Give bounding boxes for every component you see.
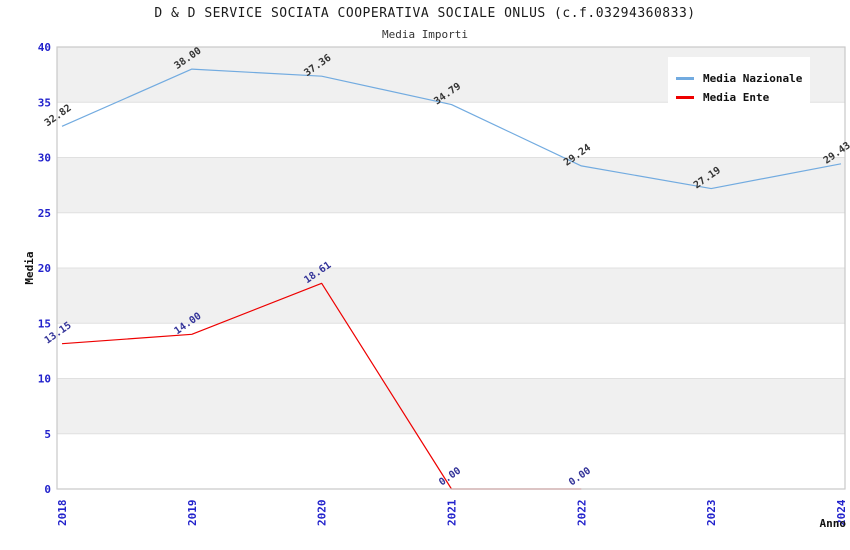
x-tick-label: 2022 [575,500,588,527]
chart-subtitle: Media Importi [381,28,469,41]
plot-band [57,378,845,434]
x-axis-title: Anno [820,517,847,530]
y-tick-label: 25 [38,207,51,220]
y-axis-title: Media [23,251,36,284]
plot-border [56,46,846,490]
x-tick-label: 2018 [56,500,69,527]
data-label: 0.00 [437,465,463,488]
x-tick-label: 2021 [446,499,459,526]
y-tick-label: 40 [38,41,51,54]
legend: Media Nazionale Media Ente [668,57,810,118]
y-tick-label: 15 [38,317,51,330]
y-tick-label: 20 [38,262,51,275]
y-tick-label: 30 [38,152,51,165]
plot-band [57,157,845,213]
y-tick-label: 35 [38,96,51,109]
legend-item-media-nazionale: Media Nazionale [676,70,810,86]
x-tick-label: 2024 [835,499,848,526]
data-label: 0.00 [567,465,593,488]
x-tick-label: 2020 [316,500,329,527]
legend-swatch-nazionale [676,76,694,80]
plot-band [57,268,845,324]
chart-title: D & D SERVICE SOCIATA COOPERATIVA SOCIAL… [154,6,696,21]
y-tick-label: 5 [44,428,51,441]
series-line-nazionale [61,68,842,190]
x-tick-label: 2023 [705,500,718,527]
legend-item-media-ente: Media Ente [676,89,810,105]
y-tick-label: 0 [44,483,51,496]
legend-label: Media Nazionale [703,71,803,85]
legend-label: Media Ente [703,90,770,104]
x-tick-label: 2019 [186,500,199,527]
y-tick-label: 10 [38,373,51,386]
legend-swatch-ente [676,95,694,99]
